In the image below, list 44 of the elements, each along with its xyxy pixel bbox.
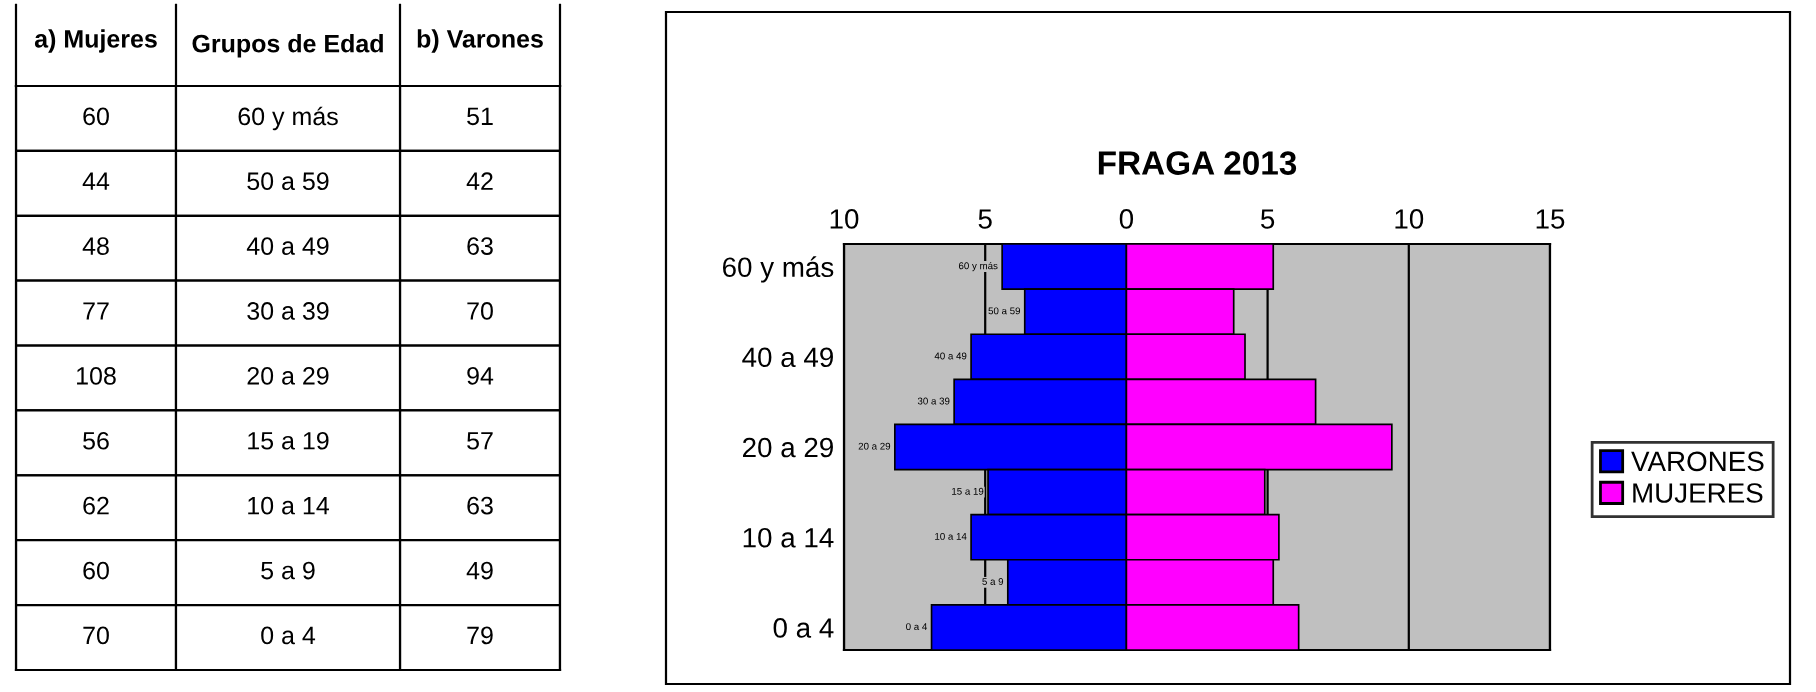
data-label: 42 xyxy=(466,172,493,190)
data-label: 62 xyxy=(83,496,109,515)
x-tick-label: b) Varones xyxy=(417,29,543,53)
data-label: 70 xyxy=(467,302,493,320)
data-label: 44 xyxy=(82,172,110,190)
y-tick-label: 0 a 4 xyxy=(773,618,834,638)
x-tick-label: 5 xyxy=(978,209,992,229)
y-tick-label: 60 y más xyxy=(238,106,338,131)
data-label: 60 xyxy=(83,107,109,126)
y-tick-label: 20 a 29 xyxy=(743,437,833,458)
data-label: 48 xyxy=(82,237,109,255)
data-label: 77 xyxy=(83,302,109,320)
x-tick-label: 0 xyxy=(1119,209,1134,229)
y-tick-label: 50 a 59 xyxy=(247,172,329,191)
chart-title: FRAGA 2013 xyxy=(1098,151,1297,175)
data-label: 56 xyxy=(83,431,109,450)
data-label: 57 xyxy=(467,432,493,450)
y-tick-label: 20 a 29 xyxy=(247,367,329,385)
data-label: 94 xyxy=(467,367,494,385)
y-tick-label: 5 a 9 xyxy=(261,561,315,580)
y-tick-label: 10 a 14 xyxy=(743,527,834,548)
data-label: 70 xyxy=(83,626,109,645)
x-tick-label: 5 xyxy=(1260,209,1275,229)
x-tick-label: 15 xyxy=(1536,209,1565,229)
y-tick-label: 10 a 14 xyxy=(248,496,329,515)
data-label: 63 xyxy=(467,237,493,255)
y-tick-label: 30 a 39 xyxy=(247,302,329,320)
x-tick-label: 10 xyxy=(830,209,859,229)
legend-label: VARONES xyxy=(1631,451,1764,472)
y-tick-label: 0 a 4 xyxy=(261,626,316,645)
data-label: 108 xyxy=(77,367,116,385)
legend-label: MUJERES xyxy=(1633,483,1763,503)
data-label: 51 xyxy=(467,107,493,126)
y-tick-label: 15 a 19 xyxy=(248,431,329,450)
data-label: 79 xyxy=(467,626,493,645)
data-label: 49 xyxy=(466,561,493,580)
x-tick-label: 10 xyxy=(1395,209,1424,229)
x-tick-label: a) Mujeres xyxy=(34,29,157,53)
y-tick-label: 40 a 49 xyxy=(246,237,329,255)
data-label: 63 xyxy=(467,496,493,515)
y-tick-label: 40 a 49 xyxy=(742,347,833,368)
y-tick-label: 60 y más xyxy=(723,256,834,283)
data-label: 60 xyxy=(83,561,109,580)
y-axis-title: Grupos de Edad xyxy=(192,34,383,58)
